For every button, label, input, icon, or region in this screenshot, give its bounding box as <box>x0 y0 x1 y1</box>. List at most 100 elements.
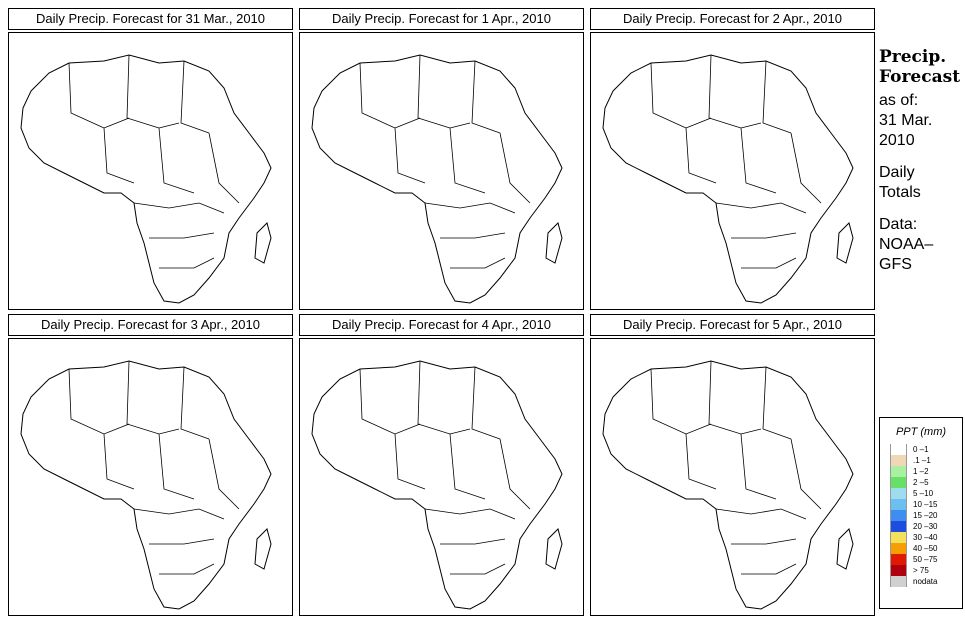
country-border <box>650 368 712 435</box>
country-border <box>790 132 822 204</box>
legend-swatch <box>890 466 907 477</box>
country-border <box>359 62 421 129</box>
legend-item: 2 –5 <box>880 477 962 488</box>
country-border <box>158 127 195 194</box>
panel-title: Daily Precip. Forecast for 31 Mar., 2010 <box>8 8 293 30</box>
continent-outline <box>311 360 563 610</box>
country-border <box>731 538 797 545</box>
legend-item: 30 –40 <box>880 532 962 543</box>
continent-outline <box>602 360 854 610</box>
precip-map <box>590 32 875 310</box>
country-border <box>68 368 130 435</box>
country-border <box>103 127 135 184</box>
country-border <box>741 563 797 575</box>
forecast-panel-4: Daily Precip. Forecast for 3 Apr., 2010 <box>8 314 293 616</box>
country-border <box>708 54 762 129</box>
country-border <box>417 54 471 129</box>
legend-label: 30 –40 <box>913 533 938 542</box>
africa-outline <box>602 54 854 304</box>
legend-swatch <box>890 565 907 576</box>
africa-outline <box>20 54 272 304</box>
country-border <box>499 438 531 510</box>
forecast-panel-1: Daily Precip. Forecast for 31 Mar., 2010 <box>8 8 293 310</box>
country-border <box>471 366 501 440</box>
country-border <box>149 232 215 239</box>
daily-label: Daily <box>879 164 915 181</box>
continent-outline <box>20 360 272 610</box>
country-border <box>762 60 792 134</box>
legend-label: 1 –2 <box>913 467 929 476</box>
country-border <box>450 563 506 575</box>
country-border <box>133 202 225 214</box>
country-border <box>133 508 225 520</box>
country-border <box>715 202 807 214</box>
forecast-panel-5: Daily Precip. Forecast for 4 Apr., 2010 <box>299 314 584 616</box>
panel-title: Daily Precip. Forecast for 5 Apr., 2010 <box>590 314 875 336</box>
continent-outline <box>311 54 563 304</box>
country-border <box>685 127 717 184</box>
heading-forecast: Forecast <box>879 67 961 87</box>
country-border <box>68 62 130 129</box>
country-border <box>180 60 210 134</box>
country-border <box>471 60 501 134</box>
heading-precip: Precip. <box>879 47 947 67</box>
forecast-panel-6: Daily Precip. Forecast for 5 Apr., 2010 <box>590 314 875 616</box>
side-info: Precip. Forecast as of: 31 Mar. 2010 Dai… <box>879 47 963 275</box>
country-border <box>440 538 506 545</box>
legend-swatch <box>890 455 907 466</box>
legend-label: 40 –50 <box>913 544 938 553</box>
country-border <box>499 132 531 204</box>
africa-outline <box>311 360 563 610</box>
country-border <box>450 257 506 269</box>
legend-swatch <box>890 576 907 587</box>
country-border <box>424 508 516 520</box>
country-border <box>731 232 797 239</box>
country-border <box>449 127 486 194</box>
legend-label: 20 –30 <box>913 522 938 531</box>
africa-outline <box>20 360 272 610</box>
country-border <box>715 508 807 520</box>
legend-label: nodata <box>913 577 938 586</box>
legend-swatch <box>890 543 907 554</box>
legend-item: 0 –1 <box>880 444 962 455</box>
country-border <box>417 360 471 435</box>
country-border <box>650 62 712 129</box>
country-border <box>159 563 215 575</box>
legend-item: nodata <box>880 576 962 587</box>
legend-swatch <box>890 554 907 565</box>
as-of-date: 31 Mar. <box>879 112 933 129</box>
africa-outline <box>602 360 854 610</box>
panel-title: Daily Precip. Forecast for 3 Apr., 2010 <box>8 314 293 336</box>
madagascar-outline <box>545 222 563 264</box>
forecast-panel-3: Daily Precip. Forecast for 2 Apr., 2010 <box>590 8 875 310</box>
country-border <box>740 433 777 500</box>
legend-item: > 75 <box>880 565 962 576</box>
country-border <box>449 433 486 500</box>
continent-outline <box>20 54 272 304</box>
country-border <box>685 433 717 490</box>
precip-map <box>299 338 584 616</box>
legend-item: 50 –75 <box>880 554 962 565</box>
data-label: Data: <box>879 216 918 233</box>
as-of-label: as of: <box>879 92 919 109</box>
legend-item: 40 –50 <box>880 543 962 554</box>
country-border <box>440 232 506 239</box>
legend-swatch <box>890 444 907 455</box>
data-source-2: GFS <box>879 256 912 273</box>
legend-item: 20 –30 <box>880 521 962 532</box>
legend-swatch <box>890 488 907 499</box>
country-border <box>180 366 210 440</box>
country-border <box>126 360 180 435</box>
country-border <box>394 433 426 490</box>
legend-label: 50 –75 <box>913 555 938 564</box>
legend-swatch <box>890 521 907 532</box>
madagascar-outline <box>836 528 854 570</box>
legend-items: 0 –1 .1 –1 1 –2 2 –5 5 –10 10 –15 15 –20 20 –30… <box>880 444 962 587</box>
country-border <box>103 433 135 490</box>
legend-swatch <box>890 477 907 488</box>
legend-label: .1 –1 <box>913 456 931 465</box>
precip-map <box>8 32 293 310</box>
legend-item: 15 –20 <box>880 510 962 521</box>
legend-label: 10 –15 <box>913 500 938 509</box>
legend-swatch <box>890 499 907 510</box>
